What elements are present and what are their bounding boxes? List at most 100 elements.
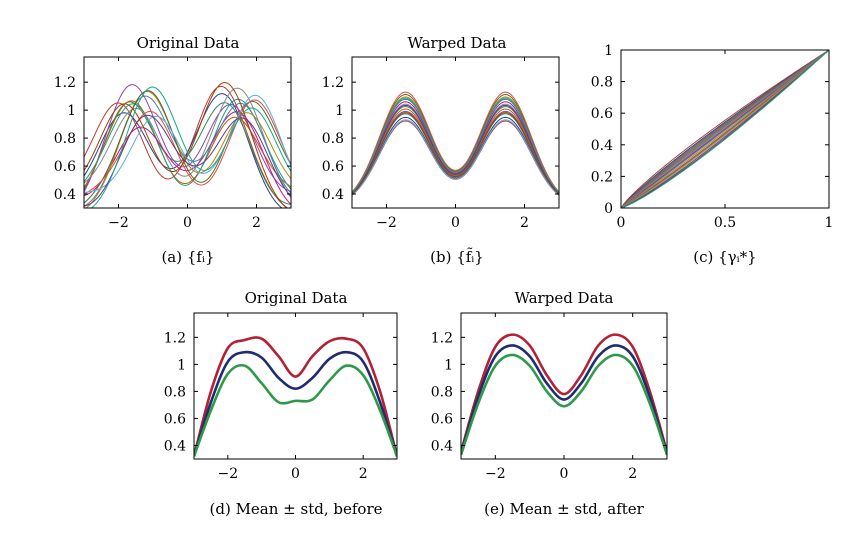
series-group <box>461 333 667 456</box>
warping-function-curve <box>621 50 829 208</box>
panel-d-plot: −2 0 2 0.4 0.6 0.8 1 1.2 <box>164 312 398 482</box>
warping-function-curve <box>621 50 829 208</box>
warped-curve <box>352 116 559 196</box>
y-tick-label: 1 <box>335 103 344 119</box>
function-curve <box>84 111 291 205</box>
mean-line <box>461 344 667 454</box>
y-tick-label: 0.8 <box>431 384 453 400</box>
y-tick-label: 0.6 <box>591 106 613 122</box>
panel-b-plot: −2 0 2 0.4 0.6 0.8 1 1.2 <box>322 56 560 231</box>
warped-curve <box>352 108 559 195</box>
warped-curve <box>352 91 559 193</box>
function-curve <box>84 84 291 193</box>
mean-line <box>194 350 397 457</box>
function-curve <box>84 99 291 195</box>
y-tick-label: 1 <box>67 103 76 119</box>
y-tick-label: 1.2 <box>431 330 453 346</box>
panel-c-caption: (c) {γᵢ*} <box>693 248 756 266</box>
y-tick-label: 0.6 <box>431 411 453 427</box>
y-tick-label: 0.8 <box>164 384 186 400</box>
upper-line <box>461 333 667 453</box>
warped-curve <box>352 113 559 195</box>
y-tick-label: 0.4 <box>591 138 613 154</box>
plot-frame <box>193 312 398 460</box>
panel-a-title: Original Data <box>137 34 240 52</box>
panel-a-caption: (a) {fᵢ} <box>161 248 214 266</box>
function-curve <box>84 90 291 204</box>
panel-a-plot: −2 0 2 0.4 0.6 0.8 1 1.2 <box>54 56 292 231</box>
y-tick-label: 0.8 <box>322 131 344 147</box>
y-tick-label: 1 <box>444 357 453 373</box>
function-curve <box>90 86 291 208</box>
series-group <box>84 82 291 208</box>
y-tick-label: 1.2 <box>54 75 76 91</box>
y-tick-label: 0.8 <box>54 131 76 147</box>
function-curve <box>84 94 291 193</box>
x-tick-label: −2 <box>376 215 397 231</box>
warping-function-curve <box>621 50 829 208</box>
function-curve <box>84 87 291 199</box>
function-curve <box>84 82 288 208</box>
y-tick-label: 0.4 <box>164 438 186 454</box>
x-tick-label: 0 <box>617 215 626 231</box>
x-tick-label: 0 <box>451 215 460 231</box>
x-tick-label: −2 <box>218 466 239 482</box>
x-tick-label: 0 <box>183 215 192 231</box>
series-group <box>621 50 829 208</box>
series-group <box>194 336 397 457</box>
panel-b-title: Warped Data <box>407 34 506 52</box>
panel-d-caption: (d) Mean ± std, before <box>210 500 383 518</box>
y-tick-label: 1.2 <box>322 75 344 91</box>
warped-curve <box>352 119 559 196</box>
warping-function-curve <box>621 50 829 208</box>
warped-curve <box>352 106 559 194</box>
plot-frame <box>460 312 668 460</box>
x-tick-label: 0 <box>560 466 569 482</box>
function-curve <box>85 90 291 208</box>
function-curve <box>84 114 291 207</box>
panel-d-title: Original Data <box>245 289 348 307</box>
panel-e-plot: −2 0 2 0.4 0.6 0.8 1 1.2 <box>431 312 668 482</box>
function-curve <box>84 100 291 188</box>
x-tick-label: −2 <box>108 215 129 231</box>
panel-e-title: Warped Data <box>514 289 613 307</box>
x-tick-label: −2 <box>485 466 506 482</box>
y-tick-label: 1 <box>177 357 186 373</box>
x-tick-label: 2 <box>252 215 261 231</box>
y-tick-label: 0.6 <box>322 159 344 175</box>
warped-curve <box>352 112 559 195</box>
y-tick-label: 0.4 <box>54 187 76 203</box>
series-group <box>352 91 559 196</box>
warped-curve <box>352 110 559 195</box>
y-tick-label: 0.4 <box>322 187 344 203</box>
y-tick-label: 0.6 <box>164 411 186 427</box>
x-tick-label: 2 <box>359 466 368 482</box>
warped-curve <box>352 94 559 193</box>
x-tick-label: 2 <box>520 215 529 231</box>
y-tick-label: 0.6 <box>54 159 76 175</box>
function-curve <box>84 85 289 208</box>
warped-curve <box>352 97 559 193</box>
y-tick-label: 1 <box>604 43 613 59</box>
warped-curve <box>352 101 559 194</box>
warping-function-curve <box>621 50 829 208</box>
x-tick-label: 0.5 <box>714 215 736 231</box>
panel-b-caption: (b) {f̃ᵢ} <box>430 248 484 266</box>
y-tick-label: 0.8 <box>591 75 613 91</box>
x-tick-label: 1 <box>825 215 834 231</box>
y-tick-label: 0.4 <box>431 438 453 454</box>
x-tick-label: 0 <box>291 466 300 482</box>
warped-curve <box>352 103 559 194</box>
panel-c-plot: 0 0.5 1 0 0.2 0.4 0.6 0.8 1 <box>591 43 834 231</box>
lower-line <box>194 363 397 457</box>
upper-line <box>194 336 397 457</box>
warped-curve <box>352 104 559 194</box>
y-tick-label: 0 <box>604 201 613 217</box>
y-tick-label: 1.2 <box>164 330 186 346</box>
warping-function-curve <box>621 50 829 208</box>
panel-e-caption: (e) Mean ± std, after <box>484 500 645 518</box>
x-tick-label: 2 <box>628 466 637 482</box>
lower-line <box>461 353 667 456</box>
y-tick-label: 0.2 <box>591 169 613 185</box>
